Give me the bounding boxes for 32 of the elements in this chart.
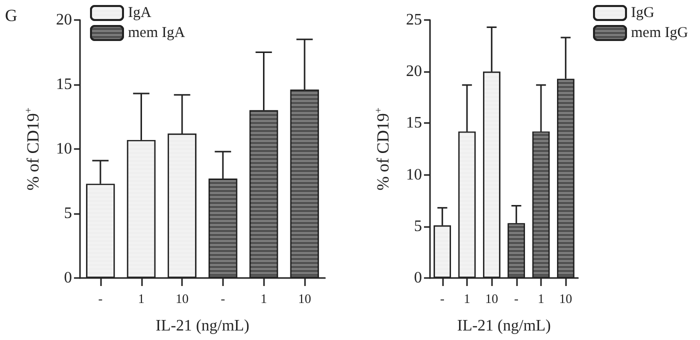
- x-tick-label: 10: [176, 291, 189, 306]
- y-tick-label: 20: [406, 63, 422, 80]
- y-tick-label: 5: [64, 205, 72, 222]
- x-tick-label: -: [98, 291, 103, 306]
- y-tick-label: 0: [414, 270, 422, 286]
- x-tick-label: -: [220, 291, 226, 306]
- y-tick-label: 5: [414, 218, 422, 235]
- legend-label: mem IgA: [128, 25, 186, 41]
- x-tick-label: 10: [559, 291, 572, 306]
- y-tick-label: 10: [406, 166, 422, 184]
- x-tick-label: 1: [538, 291, 544, 306]
- x-axis-title: IL-21 (ng/mL): [457, 318, 551, 334]
- x-axis-title: IL-21 (ng/mL): [156, 318, 250, 334]
- x-tick-label: 1: [464, 291, 470, 306]
- y-tick-label: 15: [56, 76, 72, 93]
- x-tick-label: 10: [298, 291, 312, 306]
- y-tick-label: 0: [64, 270, 72, 286]
- y-tick-label: 15: [406, 114, 422, 132]
- x-tick-label: 1: [260, 291, 267, 306]
- y-tick-label: 10: [56, 140, 72, 158]
- x-tick-label: -: [440, 291, 445, 306]
- legend-label: IgG: [631, 5, 654, 21]
- y-axis-title: % of CD19+: [24, 107, 42, 191]
- x-tick-label: 1: [138, 291, 144, 306]
- x-tick-label: -: [514, 291, 519, 306]
- y-tick-label: 20: [56, 12, 72, 28]
- chart-title: G: [5, 6, 18, 25]
- y-tick-label: 25: [406, 12, 422, 28]
- legend-label: mem IgG: [631, 25, 688, 41]
- y-axis-title: % of CD19+: [374, 107, 392, 191]
- x-tick-label: 10: [485, 291, 498, 306]
- legend-label: IgA: [128, 5, 152, 21]
